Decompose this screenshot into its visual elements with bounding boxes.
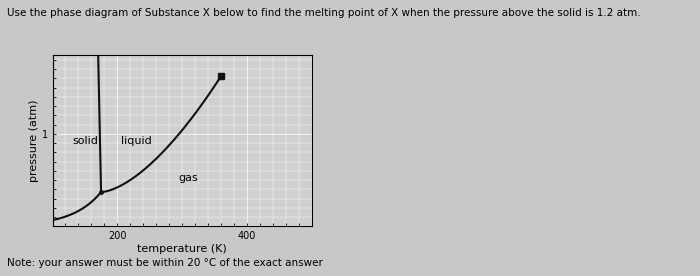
Y-axis label: pressure (atm): pressure (atm) [29,100,38,182]
Text: Use the phase diagram of Substance X below to find the melting point of X when t: Use the phase diagram of Substance X bel… [7,8,640,18]
Text: solid: solid [72,136,98,146]
Text: Note: your answer must be within 20 °C of the exact answer: Note: your answer must be within 20 °C o… [7,258,323,268]
Text: gas: gas [178,173,198,183]
Text: liquid: liquid [121,136,152,146]
X-axis label: temperature (K): temperature (K) [137,244,227,254]
